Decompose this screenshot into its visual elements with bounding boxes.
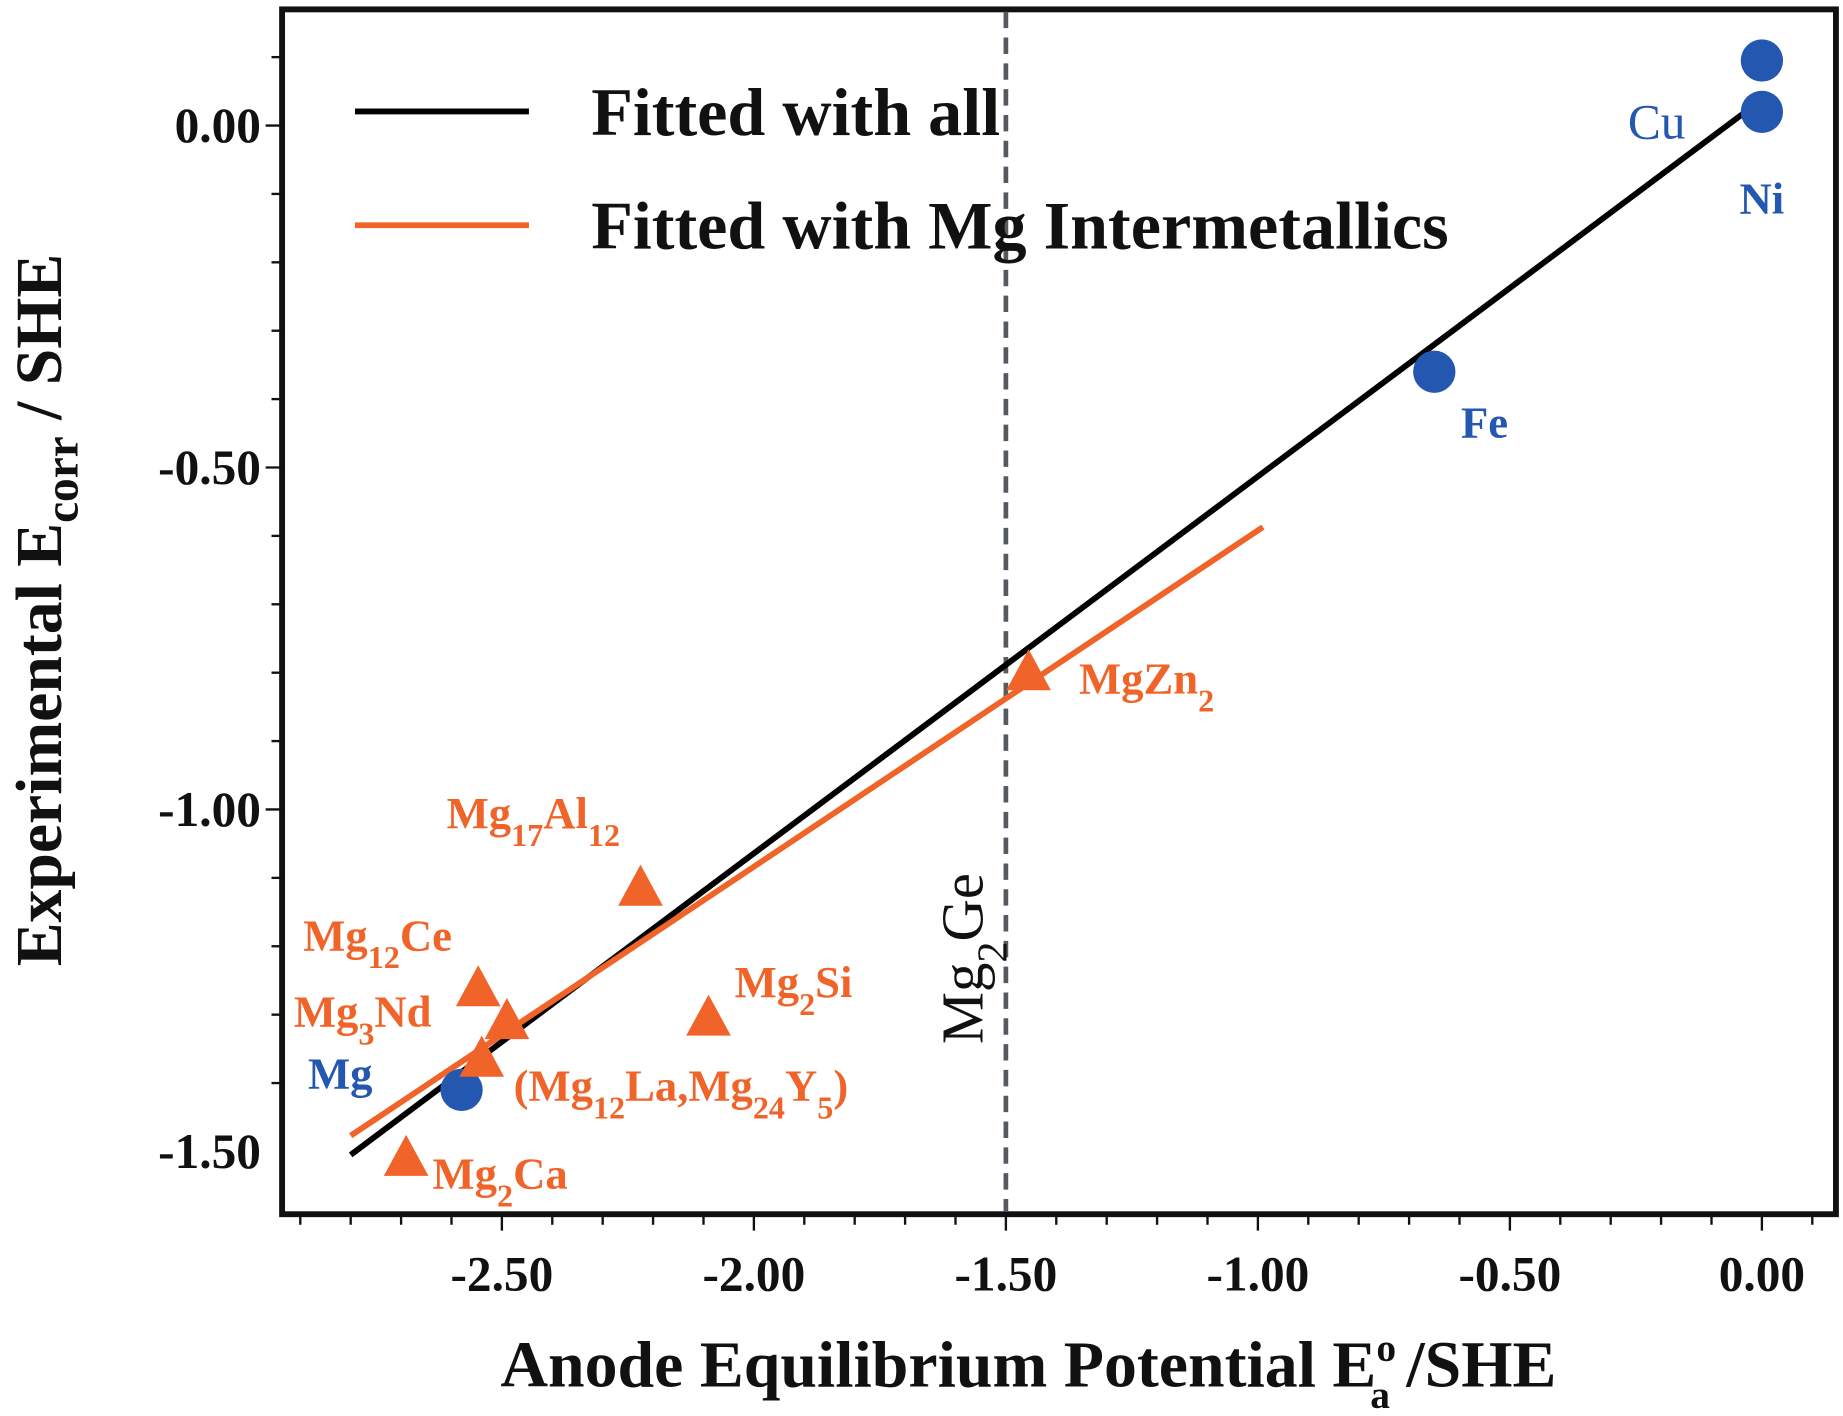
point-pure-metal	[1740, 90, 1784, 133]
x-tick-label: -2.00	[702, 1247, 805, 1302]
point-intermetallic	[686, 994, 731, 1036]
point-label-part: Nd	[374, 987, 431, 1037]
y-tick-label: 0.00	[175, 98, 261, 153]
x-tick-label: 0.00	[1719, 1247, 1805, 1302]
point-label: Mg2Si	[735, 957, 853, 1022]
point-label-part: Ce	[400, 910, 452, 960]
point-intermetallic	[1006, 649, 1051, 691]
point-intermetallic	[618, 864, 663, 906]
y-tick-label: -1.00	[158, 782, 261, 837]
point-intermetallic	[455, 965, 501, 1007]
point-label: Fe	[1461, 398, 1508, 448]
point-label-part: Si	[815, 957, 852, 1007]
y-axis-title: Experimental Ecorr / SHE	[3, 254, 89, 967]
point-label: (Mg12La,Mg24Y5)	[514, 1060, 849, 1125]
reference-label-mg2ge: Mg2Ge	[931, 873, 1017, 1044]
point-label-part: MgZn	[1079, 653, 1198, 703]
legend-label: Fitted with all	[591, 74, 1000, 150]
point-label-part: Y	[785, 1060, 817, 1110]
reference-label-mg2ge-part: Mg	[931, 963, 996, 1044]
point-label-part: Mg	[447, 788, 511, 838]
point-label-part: )	[833, 1060, 848, 1110]
point-label-part: 12	[593, 1089, 625, 1125]
x-axis-title-part: /SHE	[1390, 1329, 1556, 1402]
x-tick-label: -0.50	[1459, 1247, 1562, 1302]
point-label-part: Ca	[513, 1148, 568, 1198]
point-pure-metal	[1740, 39, 1784, 82]
point-label-part: (Mg	[514, 1060, 593, 1110]
point-label-part: 3	[358, 1016, 374, 1052]
x-axis-title: Anode Equilibrium Potential Eo a /SHE	[501, 1326, 1557, 1416]
point-label: Mg3Nd	[294, 987, 432, 1052]
ticks: -2.50 -2.00 -1.50 -1.00 -0.50 0.00 0.00 -0.50 -1…	[158, 55, 1814, 1302]
point-label: Mg17Al12	[447, 788, 620, 853]
point-label: Mg2Ca	[433, 1148, 568, 1213]
point-label: Cu	[1628, 94, 1686, 149]
point-label: Ni	[1740, 174, 1785, 224]
point-label-part: Cu	[1628, 94, 1686, 149]
point-label-part: 2	[799, 986, 815, 1022]
x-axis-title-part: a	[1370, 1373, 1390, 1416]
reference-label-mg2ge-part: Ge	[931, 873, 996, 941]
y-axis-title-part: corr	[37, 436, 89, 523]
point-label-part: Fe	[1461, 398, 1508, 448]
point-label-part: La,Mg	[625, 1060, 753, 1110]
x-tick-label: -1.50	[954, 1247, 1057, 1302]
point-label-part: 17	[511, 817, 543, 853]
point-pure-metal	[440, 1068, 483, 1112]
point-label: Mg12Ce	[303, 910, 452, 975]
reference-label-mg2ge-part: 2	[969, 942, 1016, 963]
point-label-part: 5	[817, 1089, 833, 1125]
y-axis-title-part: Experimental E	[3, 523, 76, 966]
x-tick-label: -2.50	[450, 1247, 553, 1302]
y-axis-title-part: / SHE	[3, 254, 76, 437]
point-label-part: 12	[588, 817, 620, 853]
point-label-part: 2	[497, 1177, 513, 1213]
point-label-part: 24	[753, 1089, 785, 1125]
point-label-part: 2	[1198, 682, 1214, 718]
point-label-part: Mg	[303, 910, 367, 960]
legend-label: Fitted with Mg Intermetallics	[591, 188, 1448, 264]
point-label-part: Ni	[1740, 174, 1785, 224]
point-intermetallic	[459, 1035, 505, 1077]
legend: Fitted with all Fitted with Mg Intermetal…	[354, 74, 1449, 264]
point-label: Mg	[308, 1049, 372, 1099]
point-label-part: Mg	[433, 1148, 497, 1198]
y-tick-label: -0.50	[158, 440, 261, 495]
point-pure-metal	[1413, 350, 1456, 393]
point-intermetallic	[484, 998, 530, 1040]
point-label-part: Al	[543, 788, 588, 838]
y-tick-label: -1.50	[158, 1124, 261, 1179]
point-label-part: Mg	[294, 987, 358, 1037]
axis-titles: Anode Equilibrium Potential Eo a /SHE Expe…	[3, 254, 1556, 1416]
x-tick-label: -1.00	[1207, 1247, 1310, 1302]
point-label-part: Mg	[308, 1049, 372, 1099]
x-axis-title-part: Anode Equilibrium Potential E	[501, 1329, 1377, 1402]
x-axis-title-part: o	[1376, 1326, 1396, 1370]
point-label: MgZn2	[1079, 653, 1214, 718]
point-label-part: 12	[368, 939, 400, 975]
point-label-part: Mg	[735, 957, 799, 1007]
marks: CuNiFeMgMgZn2Mg17Al12Mg12CeMg3Nd(Mg12La,…	[294, 39, 1784, 1213]
point-intermetallic	[383, 1134, 429, 1176]
